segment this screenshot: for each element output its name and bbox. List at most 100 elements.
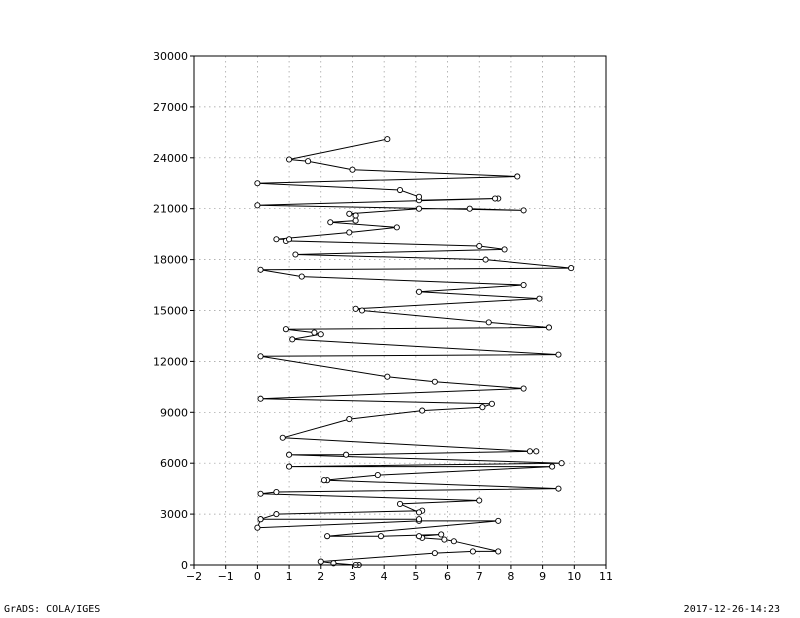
data-point: [501, 246, 508, 253]
x-tick-label: 4: [381, 570, 388, 583]
series-line: [256, 138, 572, 566]
x-tick-label: 0: [254, 570, 261, 583]
data-point: [520, 385, 527, 392]
x-tick-label: 5: [412, 570, 419, 583]
data-point: [273, 511, 280, 518]
data-point: [415, 288, 423, 295]
data-point: [298, 273, 305, 280]
data-point: [419, 407, 426, 414]
y-tick-label: 21000: [153, 203, 188, 216]
data-point: [257, 353, 264, 360]
data-point: [346, 210, 353, 217]
y-tick-label: 0: [181, 559, 188, 572]
y-tick-label: 18000: [153, 254, 188, 267]
data-point: [514, 173, 521, 180]
data-point: [317, 558, 324, 565]
data-point: [396, 186, 404, 194]
data-point: [349, 166, 356, 173]
data-point: [476, 497, 483, 504]
data-point: [346, 416, 353, 423]
y-tick-label: 24000: [153, 152, 188, 165]
data-point: [415, 533, 423, 540]
x-tick-label: 1: [286, 570, 293, 583]
data-point: [320, 477, 327, 484]
y-axis-ticks: 0 3000 6000 9000 12000 15000 18000 21000 24000 27…: [153, 50, 194, 572]
x-tick-label: 2: [317, 570, 324, 583]
data-point: [384, 373, 391, 380]
data-point: [257, 516, 264, 523]
y-tick-label: 12000: [153, 355, 188, 368]
data-point: [438, 531, 445, 538]
data-point: [415, 509, 423, 516]
footer-credit: GrADS: COLA/IGES: [4, 604, 101, 615]
x-tick-label: 3: [349, 570, 356, 583]
data-point: [415, 205, 423, 212]
data-point: [286, 451, 293, 458]
data-point: [520, 281, 527, 289]
y-tick-label: 27000: [153, 101, 188, 114]
data-point: [393, 224, 400, 231]
data-point: [555, 485, 562, 492]
data-point: [286, 236, 293, 243]
footer-timestamp: 2017-12-26-14:23: [683, 604, 780, 615]
x-tick-label: 9: [539, 570, 546, 583]
data-point: [450, 538, 457, 545]
data-point: [431, 550, 438, 557]
data-point: [520, 207, 527, 214]
series-group: [254, 136, 575, 569]
data-point: [311, 329, 318, 336]
data-point: [495, 548, 502, 555]
data-point: [492, 195, 499, 202]
data-point: [476, 242, 483, 250]
data-point: [346, 229, 353, 236]
data-point: [327, 219, 334, 226]
data-point: [273, 236, 280, 243]
data-point: [526, 448, 533, 455]
plot-frame: [193, 55, 607, 566]
data-point: [317, 331, 324, 338]
data-point: [286, 463, 293, 470]
data-point: [479, 404, 486, 411]
x-tick-label: 11: [599, 570, 613, 583]
data-point: [377, 533, 385, 540]
data-point: [568, 265, 575, 272]
data-point: [533, 448, 540, 455]
data-point: [254, 524, 261, 531]
data-point: [352, 212, 359, 219]
data-point: [495, 517, 502, 524]
data-point: [545, 324, 553, 331]
data-point: [396, 500, 404, 507]
data-point: [343, 451, 350, 458]
grid: [194, 56, 606, 565]
data-point: [482, 256, 489, 263]
data-point: [536, 295, 543, 302]
data-point: [558, 460, 565, 467]
x-tick-label: −1: [218, 570, 234, 583]
data-point: [273, 488, 280, 496]
data-point: [352, 305, 359, 312]
data-point: [415, 516, 423, 523]
data-point: [358, 307, 366, 314]
x-tick-label: 7: [476, 570, 483, 583]
data-point: [324, 533, 331, 540]
data-point: [549, 463, 556, 470]
y-tick-label: 3000: [160, 508, 188, 521]
data-point: [415, 193, 423, 200]
data-point: [286, 156, 293, 163]
x-tick-label: 6: [444, 570, 451, 583]
x-tick-label: −2: [186, 570, 202, 583]
data-point: [292, 251, 299, 258]
data-point: [384, 136, 391, 143]
data-point: [254, 180, 261, 187]
data-point: [352, 217, 359, 224]
data-point: [431, 378, 438, 385]
y-tick-label: 6000: [160, 457, 188, 470]
data-point: [555, 351, 562, 358]
data-point: [257, 490, 264, 497]
x-axis-ticks: −2 −1 0 1 2 3 4 5 6 7 8 9 10 11: [186, 565, 613, 583]
data-point: [257, 395, 264, 402]
x-tick-label: 10: [567, 570, 581, 583]
data-point: [441, 536, 448, 543]
data-point: [279, 434, 286, 441]
